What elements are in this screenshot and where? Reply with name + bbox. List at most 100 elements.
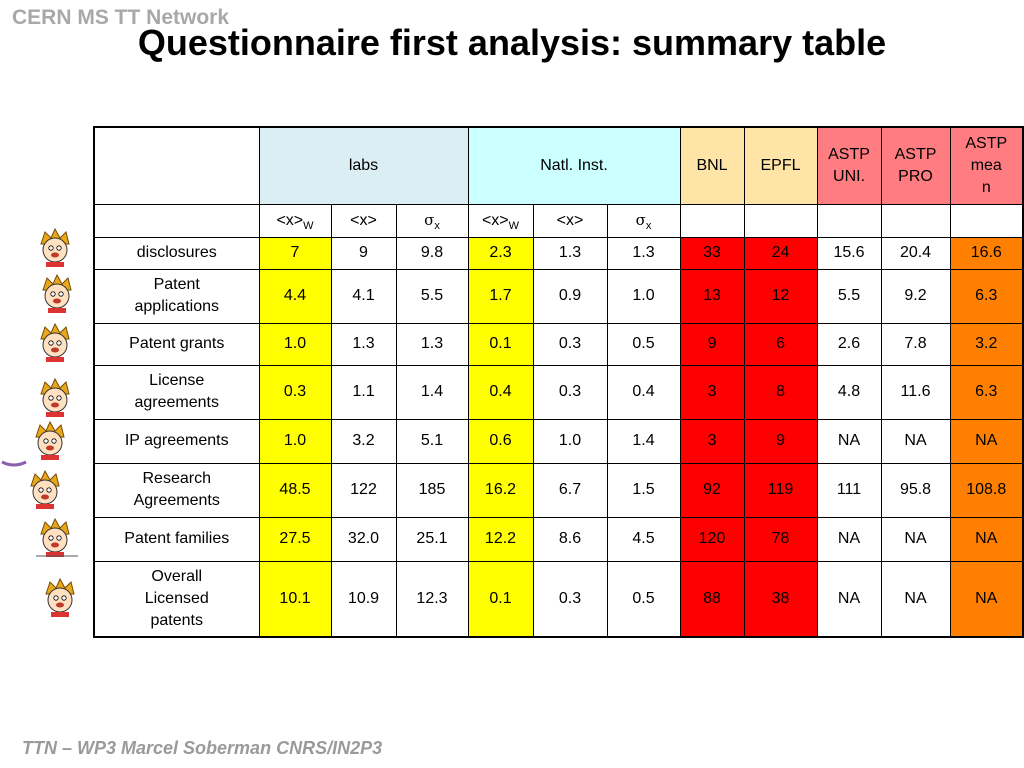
org-label: CERN MS TT Network [12, 6, 230, 29]
row-label-line: patents [150, 611, 203, 629]
row-label: Patent grants [93, 322, 260, 366]
table-cell: 12.3 [395, 560, 469, 638]
sub-header-text: σ [635, 211, 646, 229]
table-cell: 1.1 [330, 364, 397, 420]
table-row: Patent grants 1.0 1.3 1.3 0.1 0.3 0.5 9 6 2.6 7.8 3… [93, 322, 1024, 366]
table-cell: 6.7 [532, 462, 608, 518]
sub-header-weighted-mean: <x>W [467, 203, 534, 238]
table-cell: 32.0 [330, 516, 397, 562]
footer-text: TTN – WP3 Marcel Soberman CNRS/IN2P3 [22, 738, 383, 758]
table-cell: 9 [679, 322, 745, 366]
row-label: Patent applications [93, 268, 260, 324]
row-label-line: IP agreements [124, 432, 229, 449]
header-astp-uni-line: ASTP [828, 145, 870, 163]
row-label-line: Licensed [144, 589, 209, 607]
cartoon-icon [30, 469, 60, 509]
table-row: Patent families 27.5 32.0 25.1 12.2 8.6 4.5 120… [93, 516, 1024, 562]
table-cell: 1.0 [258, 418, 332, 464]
header-astp-mean-line: n [981, 178, 991, 196]
header-astp-mean: ASTP mea n [949, 126, 1024, 205]
header-astp-pro-line: ASTP [894, 145, 937, 163]
table-cell: NA [816, 516, 882, 562]
table-cell: 2.6 [816, 322, 882, 366]
header-bnl: BNL [679, 126, 745, 205]
row-label-line: Agreements [133, 492, 220, 509]
page-title: Questionnaire first analysis: summary ta… [137, 22, 887, 63]
table-cell: 1.0 [258, 322, 332, 366]
table-cell: 1.3 [330, 322, 397, 366]
header-astp-uni: ASTP UNI. [816, 126, 882, 205]
row-label: IP agreements [93, 418, 260, 464]
cartoon-icon [45, 577, 75, 617]
table-cell: 3.2 [949, 322, 1024, 366]
header-natl-inst: Natl. Inst. [467, 126, 681, 205]
cartoon-icon [42, 273, 72, 313]
table-cell: 3 [679, 418, 745, 464]
table-cell: 6.3 [949, 364, 1024, 420]
cartoon-column [1, 227, 78, 617]
table-cell: 0.3 [532, 322, 608, 366]
table-cell: 0.9 [532, 268, 608, 324]
table-cell: 120 [679, 516, 745, 562]
table-cell: 78 [743, 516, 818, 562]
table-cell: 33 [679, 236, 745, 270]
table-cell: 11.6 [880, 364, 951, 420]
row-label-line: Patent [153, 276, 200, 293]
sub-header-blank [743, 203, 818, 238]
table-cell: 27.5 [258, 516, 332, 562]
table-cell: 0.3 [258, 364, 332, 420]
table-cell: 6.3 [949, 268, 1024, 324]
sub-header-sigma: σx [606, 203, 681, 238]
table-cell: 0.5 [606, 322, 681, 366]
header-astp-uni-line: UNI. [833, 167, 866, 185]
table-cell: 1.7 [467, 268, 534, 324]
table-cell: 38 [743, 560, 818, 638]
decorative-stroke [1, 460, 27, 467]
table-cell: 3 [679, 364, 745, 420]
header-astp-mean-line: mea [970, 156, 1002, 174]
sub-header-subscript: W [508, 219, 520, 232]
table-cell: 95.8 [880, 462, 951, 518]
table-cell: 1.5 [606, 462, 681, 518]
summary-table: labs Natl. Inst. BNL EPFL ASTP UNI. ASTP… [93, 126, 1024, 638]
table-cell: 92 [679, 462, 745, 518]
table-cell: 0.1 [467, 560, 534, 638]
table-row: Research Agreements 48.5 122 185 16.2 6.7 1.5 92… [93, 462, 1024, 518]
sub-header-blank [679, 203, 745, 238]
row-label-line: agreements [134, 394, 220, 411]
table-cell: 5.1 [395, 418, 469, 464]
row-label: Overall Licensed patents [93, 560, 260, 638]
table-cell: 1.3 [395, 322, 469, 366]
table-row: disclosures 7 9 9.8 2.3 1.3 1.3 33 24 15.6 20.4 16.… [93, 236, 1024, 270]
table-cell: NA [816, 560, 882, 638]
cartoon-icon [40, 517, 70, 557]
row-label-line: Patent families [124, 530, 230, 547]
row-label: License agreements [93, 364, 260, 420]
table-cell: 15.6 [816, 236, 882, 270]
table-cell: 1.4 [606, 418, 681, 464]
table-cell: 2.3 [467, 236, 534, 270]
table-cell: 7.8 [880, 322, 951, 366]
sub-header-text: <x> [481, 211, 509, 229]
table-cell: NA [880, 560, 951, 638]
sub-header-text: σ [424, 211, 435, 229]
table-cell: 3.2 [330, 418, 397, 464]
table-cell: 25.1 [395, 516, 469, 562]
sub-header-subscript: W [303, 219, 314, 232]
table-cell: 12.2 [467, 516, 534, 562]
table-cell: 48.5 [258, 462, 332, 518]
sub-header-blank [880, 203, 951, 238]
sub-header-row: <x>W <x> σx <x>W <x> σx [93, 203, 1024, 238]
cartoon-icon [40, 322, 70, 362]
table-cell: NA [949, 560, 1024, 638]
header-astp-pro-line: PRO [898, 167, 933, 185]
table-cell: 5.5 [395, 268, 469, 324]
header-astp-pro: ASTP PRO [880, 126, 951, 205]
table-cell: 119 [743, 462, 818, 518]
group-header-row: labs Natl. Inst. BNL EPFL ASTP UNI. ASTP… [93, 126, 1024, 205]
row-label: disclosures [93, 236, 260, 270]
sub-header-blank [93, 203, 260, 238]
table-cell: 0.4 [606, 364, 681, 420]
table-cell: 8.6 [532, 516, 608, 562]
row-label-line: Patent grants [129, 335, 225, 352]
